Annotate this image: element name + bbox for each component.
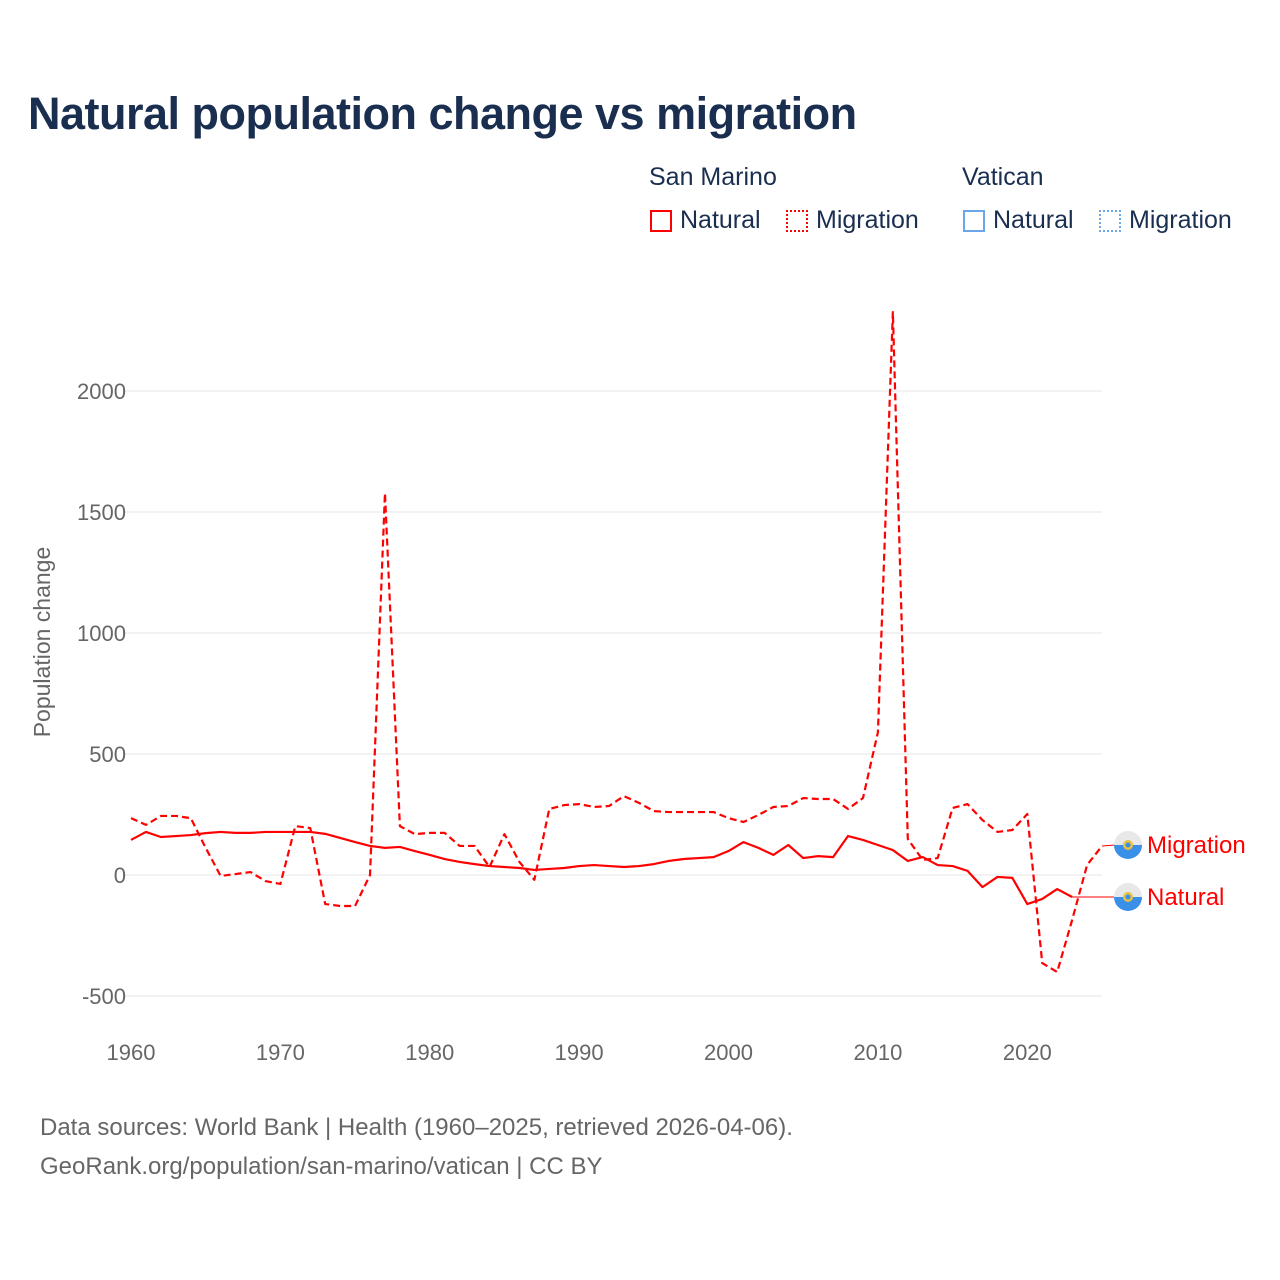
x-tick-label: 1980 (405, 1040, 454, 1065)
legend-label: Natural (993, 206, 1074, 234)
legend-swatch-solid (650, 209, 672, 232)
san-marino-flag-icon (1114, 831, 1142, 859)
y-axis-label: Population change (29, 547, 55, 738)
legend-label: Migration (1129, 206, 1232, 234)
footer-link[interactable]: GeoRank.org/population/san-marino/vatica… (40, 1153, 603, 1180)
legend-label: Natural (680, 206, 761, 234)
end-label-migration: Migration (1147, 832, 1246, 859)
chart-title: Natural population change vs migration (28, 88, 857, 139)
y-tick-label: -500 (82, 984, 126, 1009)
legend-swatch-dotted (786, 209, 808, 232)
legend-label: Migration (816, 206, 919, 234)
legend-sm-natural[interactable]: Natural (650, 206, 761, 235)
x-tick-label: 1990 (555, 1040, 604, 1065)
flag-blue (1114, 897, 1142, 911)
legend-group-vatican: Vatican (962, 163, 1044, 191)
y-tick-label: 1000 (77, 621, 126, 646)
chart-plot: -500 0 500 1000 1500 2000 1960 1970 1980 1990 200… (29, 311, 1246, 1065)
x-tick-label: 2010 (853, 1040, 902, 1065)
x-tick-label: 1960 (107, 1040, 156, 1065)
end-connector (1101, 844, 1116, 847)
end-label-natural: Natural (1147, 884, 1224, 911)
y-tick-label: 500 (89, 742, 126, 767)
legend-swatch-solid (963, 209, 985, 232)
legend-group-san-marino: San Marino (649, 163, 777, 191)
x-tick-label: 1970 (256, 1040, 305, 1065)
flag-emblem-center (1125, 894, 1131, 900)
legend-swatch-dotted (1099, 209, 1121, 232)
legend-va-natural[interactable]: Natural (963, 206, 1074, 235)
footer-sources: Data sources: World Bank | Health (1960–… (40, 1114, 793, 1141)
legend-va-migration[interactable]: Migration (1099, 206, 1232, 235)
x-tick-label: 2000 (704, 1040, 753, 1065)
series-line-migration (130, 311, 1103, 974)
footer: Data sources: World Bank | Health (1960–… (40, 1108, 793, 1186)
series-line-natural (130, 830, 1073, 906)
flag-emblem-center (1125, 842, 1131, 848)
legend-sm-migration[interactable]: Migration (786, 206, 919, 235)
y-tick-label: 0 (114, 863, 126, 888)
x-tick-label: 2020 (1003, 1040, 1052, 1065)
san-marino-flag-icon (1114, 883, 1142, 911)
y-tick-label: 1500 (77, 500, 126, 525)
y-tick-label: 2000 (77, 379, 126, 404)
flag-blue (1114, 845, 1142, 859)
